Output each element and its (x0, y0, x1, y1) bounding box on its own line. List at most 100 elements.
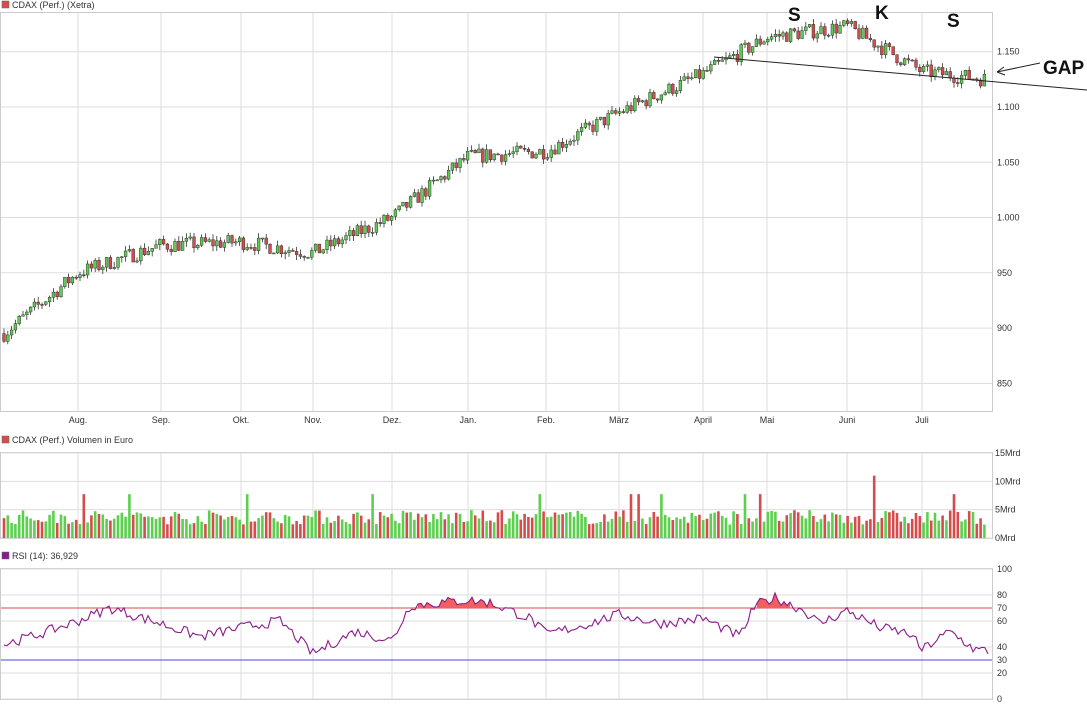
volume-bar (823, 514, 827, 538)
price-candle-body (70, 276, 75, 284)
price-candle-body (279, 245, 284, 254)
price-candle-body (534, 153, 538, 159)
volume-bar (14, 523, 17, 538)
price-candle-body (766, 38, 770, 43)
price-candle-body (161, 239, 166, 245)
price-candle-body (823, 26, 827, 36)
rsi-chart-title: RSI (14): 36,929 (12, 551, 78, 561)
price-candle-body (895, 54, 899, 64)
price-candle-body (298, 254, 303, 257)
price-candle-body (576, 131, 580, 141)
price-candle-body (982, 73, 987, 87)
volume-bar (777, 520, 781, 538)
volume-bar (724, 517, 728, 538)
volume-bar (758, 494, 762, 538)
volume-bar (633, 520, 637, 538)
price-candle-body (264, 237, 268, 245)
price-candle-body (747, 42, 751, 53)
price-candle-body (435, 179, 439, 182)
volume-bar (888, 512, 891, 538)
volume-bar (500, 510, 504, 538)
price-candle-body (496, 153, 500, 156)
volume-bar (394, 520, 397, 538)
price-candle-body (25, 311, 29, 316)
volume-bar (903, 516, 906, 538)
volume-bar (230, 515, 234, 538)
price-candle-body (785, 32, 789, 42)
price-candle-body (431, 179, 436, 182)
annotation-right-shoulder: S (947, 11, 960, 32)
price-candle-body (716, 59, 721, 62)
price-candle-body (55, 291, 59, 297)
price-candle-body (484, 149, 489, 163)
volume-bar (2, 518, 6, 538)
volume-bar (238, 519, 241, 538)
x-tick-label: Juli (915, 415, 929, 425)
annotation-head: K (875, 3, 889, 24)
gap-arrow (996, 62, 1041, 76)
volume-bar (508, 518, 511, 538)
volume-bar (720, 515, 724, 538)
price-y-tick-label: 950 (997, 268, 1012, 278)
price-candle-body (82, 274, 86, 276)
rsi-y-tick-label: 70 (997, 603, 1007, 613)
volume-bar (432, 513, 435, 538)
volume-bar (71, 522, 74, 538)
price-candle-body (21, 314, 25, 317)
volume-bar (701, 519, 705, 538)
price-candle-body (788, 28, 793, 42)
price-candle-body (659, 94, 664, 101)
volume-bar (948, 510, 952, 538)
volume-bar (625, 521, 629, 538)
volume-bar (591, 523, 595, 538)
price-candle-body (408, 196, 413, 208)
price-candle-body (420, 188, 424, 203)
volume-bar (869, 519, 872, 538)
price-candle-body (921, 66, 926, 72)
price-candle-body (44, 301, 48, 305)
price-candle-body (492, 153, 496, 161)
x-tick-label: April (694, 415, 712, 425)
volume-bar (188, 524, 192, 538)
volume-bar (409, 512, 412, 538)
price-candle-body (811, 24, 816, 39)
volume-bar (299, 524, 302, 538)
volume-bar (17, 514, 21, 538)
volume-bar (451, 523, 454, 538)
price-candle-body (762, 41, 766, 45)
volume-bar (44, 521, 48, 538)
volume-bar (466, 521, 469, 538)
volume-bar (78, 524, 82, 538)
price-candle-body (116, 257, 120, 268)
price-candle-body (230, 235, 234, 244)
volume-bar (177, 513, 181, 538)
price-candle-body (215, 240, 219, 247)
volume-bar (211, 512, 215, 538)
price-candle-body (139, 247, 143, 262)
volume-bar (291, 524, 295, 538)
volume-bar (454, 512, 458, 538)
volume-bar (352, 513, 355, 538)
volume-bar (318, 510, 321, 538)
volume-bar (150, 517, 154, 538)
price-candle-body (112, 267, 116, 269)
price-candle-body (218, 240, 223, 248)
volume-bar (572, 516, 576, 538)
price-candle-body (838, 25, 842, 34)
volume-bar (287, 516, 291, 538)
volume-bar (264, 512, 268, 538)
rsi-y-tick-label: 0 (997, 694, 1002, 704)
price-candle-body (28, 306, 33, 313)
volume-bar (815, 521, 819, 538)
volume-bar (40, 521, 44, 538)
price-candle-body (671, 83, 675, 94)
volume-y-tick-label: 15Mrd (995, 448, 1021, 458)
price-candle-body (85, 263, 90, 276)
volume-bar (116, 515, 120, 538)
price-candle-body (655, 98, 660, 101)
price-candle-body (640, 100, 645, 103)
volume-bar (899, 521, 903, 538)
grid-lines (1, 13, 992, 700)
price-candle-body (511, 151, 515, 154)
volume-bar (534, 514, 538, 538)
